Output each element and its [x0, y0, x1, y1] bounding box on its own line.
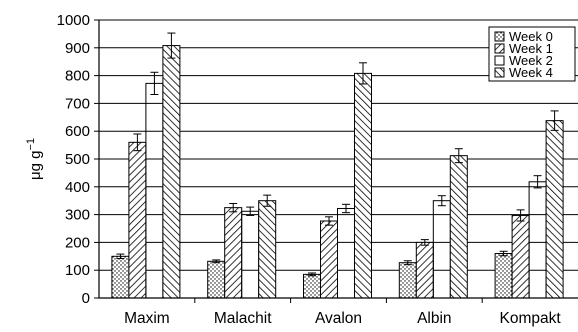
- bar-maxim-week-1: [128, 141, 147, 299]
- error-bar: [516, 209, 525, 222]
- y-tick-label: 600: [65, 123, 90, 140]
- bar-albin-week-2: [432, 200, 451, 299]
- y-tick-label: 300: [65, 207, 90, 224]
- bar-avalon-week-4: [354, 72, 372, 299]
- y-tick-label: 400: [65, 179, 90, 196]
- error-bar: [437, 195, 446, 207]
- bar-kompakt-week-0: [494, 253, 513, 299]
- bar-avalon-week-1: [320, 220, 338, 299]
- y-tick-label: 900: [65, 40, 90, 57]
- error-bar: [499, 250, 508, 257]
- bar-maxim-week-4: [162, 45, 181, 299]
- bars: [111, 32, 564, 299]
- bar-maxim-week-2: [145, 82, 164, 299]
- error-bar: [133, 133, 142, 152]
- error-bar: [116, 253, 125, 260]
- y-tick-label: 0: [82, 290, 90, 307]
- y-tick-label: 500: [65, 151, 90, 168]
- x-category-label: Avalon: [315, 310, 362, 327]
- x-category-label: Kompakt: [500, 310, 562, 327]
- bar-kompakt-week-4: [545, 120, 564, 299]
- legend-swatch: [494, 43, 505, 54]
- bar-kompakt-week-1: [511, 214, 530, 299]
- error-bar: [150, 71, 159, 96]
- error-bar: [263, 194, 272, 207]
- bar-malachit-week-2: [241, 210, 260, 299]
- bar-malachit-week-0: [207, 260, 226, 299]
- error-bar: [533, 175, 542, 189]
- bar-maxim-week-0: [111, 255, 130, 299]
- x-category-label: Maxim: [124, 310, 170, 327]
- error-bar: [325, 216, 333, 226]
- bar-malachit-week-1: [224, 207, 243, 299]
- bar-albin-week-1: [415, 241, 434, 299]
- bar-avalon-week-0: [303, 273, 321, 299]
- y-tick-label: 700: [65, 95, 90, 112]
- legend-entry: Week 2: [509, 53, 553, 68]
- error-bar: [550, 110, 559, 131]
- error-bar: [403, 260, 412, 266]
- axes: [94, 19, 578, 303]
- y-axis-label: μg g−1: [25, 138, 44, 180]
- error-bar: [359, 62, 367, 85]
- y-tick-label: 800: [65, 68, 90, 85]
- x-category-label: Albin: [417, 310, 451, 327]
- bar-albin-week-4: [449, 155, 468, 299]
- bar-avalon-week-2: [337, 207, 355, 299]
- bar-kompakt-week-2: [528, 181, 547, 299]
- error-bar: [454, 148, 463, 164]
- error-bar: [212, 259, 221, 264]
- legend-swatch: [494, 55, 505, 66]
- error-bar: [167, 32, 176, 59]
- x-category-label: Malachit: [214, 310, 272, 327]
- y-tick-label: 200: [65, 234, 90, 251]
- y-axis-label-exponent: −1: [25, 138, 37, 151]
- legend-entry: Week 4: [509, 65, 553, 80]
- error-bar: [308, 272, 316, 277]
- y-tick-label: 100: [65, 262, 90, 279]
- y-tick-label: 1000: [57, 12, 90, 29]
- error-bar: [246, 206, 255, 216]
- legend-swatch: [494, 31, 505, 42]
- legend-entry: Week 0: [509, 29, 553, 44]
- bar-albin-week-0: [398, 262, 417, 299]
- bar-malachit-week-4: [258, 200, 277, 299]
- error-bar: [229, 202, 238, 213]
- legend-entry: Week 1: [509, 41, 553, 56]
- labels: 0 100 200 300 400 500 600 700 800 900 1000 Maxim Mal…: [25, 12, 561, 327]
- legend-swatch: [494, 67, 505, 78]
- error-bar: [420, 239, 429, 246]
- y-axis-label-unit: μg g: [27, 151, 44, 181]
- error-bar: [342, 203, 350, 214]
